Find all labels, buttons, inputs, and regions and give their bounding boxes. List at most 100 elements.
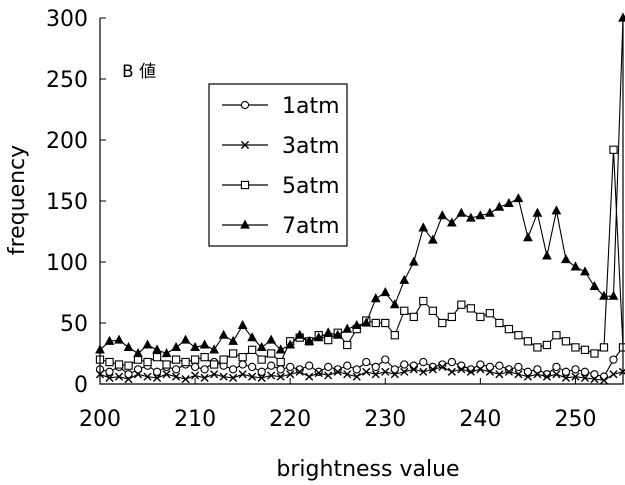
data-point — [542, 340, 552, 350]
data-point — [162, 370, 171, 379]
data-point — [285, 339, 296, 349]
data-point — [523, 372, 533, 381]
legend-item: 5atm — [222, 174, 340, 199]
y-tick-label: 300 — [46, 7, 88, 32]
data-point — [551, 205, 562, 215]
chart-annotation: B 値 — [122, 62, 156, 82]
data-point — [485, 367, 494, 376]
data-point — [438, 318, 447, 328]
data-point — [200, 373, 209, 382]
data-point — [200, 353, 209, 362]
data-point — [229, 373, 238, 382]
data-point — [447, 367, 456, 376]
data-point — [609, 145, 618, 154]
data-point — [485, 309, 495, 318]
data-point — [276, 365, 285, 374]
data-point — [371, 362, 380, 372]
data-point — [247, 332, 258, 342]
x-tick-label: 250 — [554, 407, 596, 432]
data-point — [323, 327, 334, 337]
data-point — [561, 337, 571, 346]
data-point — [580, 367, 590, 376]
data-point — [561, 367, 571, 376]
data-point — [171, 355, 181, 364]
legend: 1atm 3atm 5atm 7atm — [208, 83, 348, 247]
series-7atm — [95, 12, 625, 358]
legend-marker — [240, 180, 250, 190]
data-point — [362, 367, 371, 376]
data-point — [275, 344, 286, 354]
data-point — [257, 367, 266, 376]
data-point — [181, 357, 190, 367]
data-point — [457, 300, 466, 309]
data-point — [571, 343, 580, 352]
data-point — [552, 331, 561, 340]
data-point — [219, 355, 228, 364]
y-tick-label: 150 — [46, 190, 88, 215]
data-point — [152, 344, 162, 354]
data-point — [495, 318, 504, 328]
legend-marker — [240, 100, 250, 110]
data-point — [476, 312, 485, 322]
data-point — [504, 367, 513, 376]
data-point — [504, 197, 514, 208]
data-point — [333, 365, 342, 374]
data-point — [438, 360, 447, 369]
x-axis-label: brightness value — [276, 457, 459, 482]
data-point — [542, 372, 552, 381]
data-point — [465, 212, 476, 222]
data-point — [380, 287, 391, 297]
data-point — [238, 360, 247, 369]
data-point — [219, 372, 228, 381]
data-point — [580, 266, 590, 276]
data-point — [533, 365, 542, 374]
data-point — [399, 274, 410, 284]
legend-item: 1atm — [222, 94, 340, 119]
data-point — [247, 345, 257, 354]
data-point — [286, 370, 295, 379]
y-tick-label: 250 — [46, 68, 88, 93]
data-point — [504, 365, 514, 374]
data-point — [446, 217, 457, 227]
data-point — [114, 372, 124, 381]
data-point — [114, 360, 124, 369]
data-point — [171, 372, 181, 381]
data-point — [523, 367, 533, 376]
x-tick-label: 240 — [459, 407, 501, 432]
data-point — [571, 365, 580, 374]
data-point — [570, 261, 581, 271]
data-point — [580, 373, 590, 382]
data-point — [142, 339, 153, 349]
data-point — [342, 323, 353, 333]
data-point — [504, 324, 514, 334]
data-point — [152, 353, 162, 362]
data-point — [590, 349, 599, 358]
x-tick-label: 230 — [364, 407, 406, 432]
data-point — [409, 365, 418, 374]
data-point — [352, 372, 361, 381]
legend-item: 3atm — [222, 134, 340, 159]
data-point — [332, 329, 343, 339]
data-point — [370, 293, 381, 303]
data-point — [161, 348, 172, 358]
data-point — [485, 362, 495, 372]
data-point — [427, 234, 438, 244]
data-point — [362, 357, 371, 367]
y-tick-label: 50 — [60, 312, 88, 337]
data-point — [351, 319, 362, 330]
data-point — [408, 256, 419, 266]
x-tick-label: 220 — [269, 407, 311, 432]
data-point — [618, 343, 625, 352]
data-point — [286, 362, 295, 372]
data-point — [590, 375, 599, 384]
data-point — [200, 365, 209, 374]
data-point — [228, 365, 238, 374]
data-point — [476, 365, 485, 374]
data-point — [152, 373, 162, 382]
data-point — [608, 290, 619, 300]
data-point — [210, 370, 219, 379]
plot-area — [100, 18, 623, 384]
data-point — [552, 370, 561, 379]
series-3atm — [95, 362, 625, 385]
legend-marker — [240, 140, 250, 150]
